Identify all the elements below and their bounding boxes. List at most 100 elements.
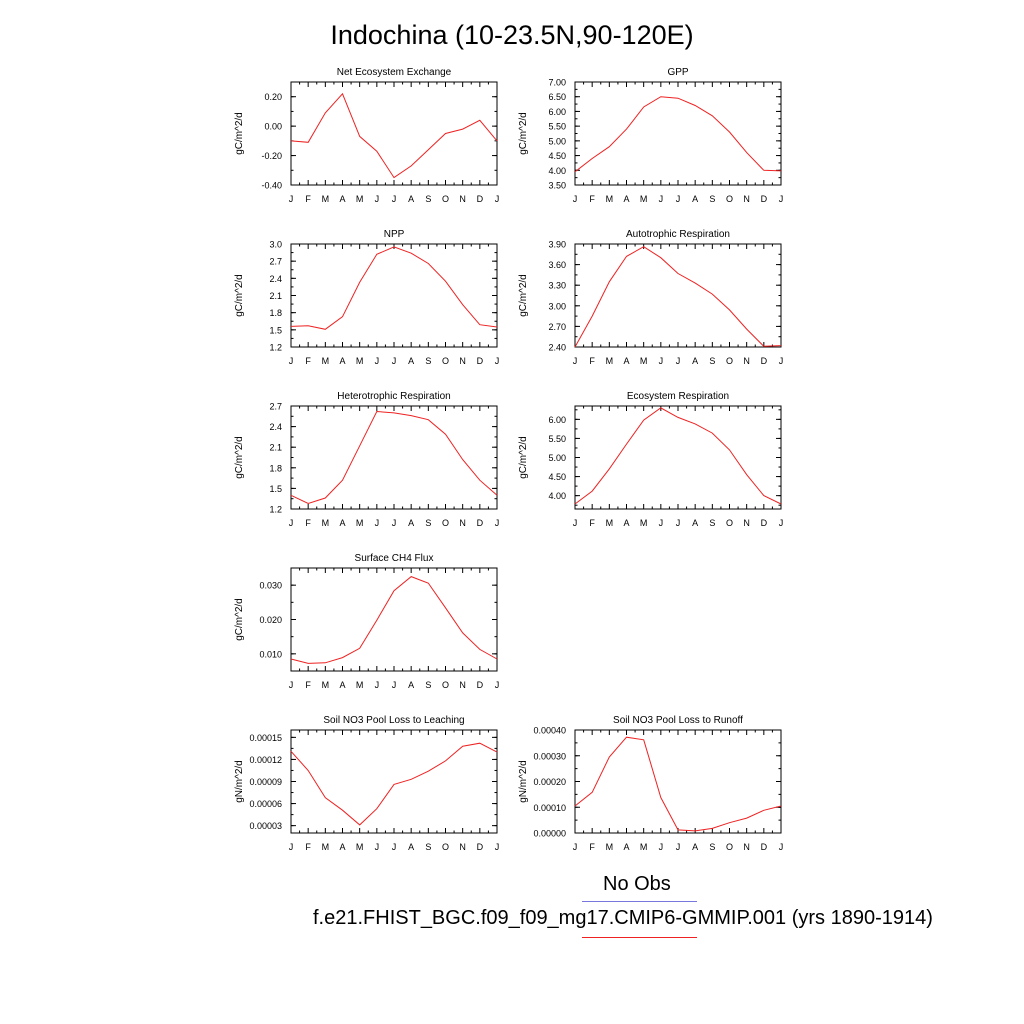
y-tick-label: 2.4 <box>269 422 282 432</box>
x-tick-label: D <box>761 842 768 852</box>
x-tick-label: J <box>375 194 380 204</box>
x-tick-label: A <box>408 518 414 528</box>
y-axis-label: gC/m^2/d <box>518 274 529 317</box>
panel-title: Ecosystem Respiration <box>627 391 729 402</box>
x-tick-label: N <box>743 194 750 204</box>
x-tick-label: J <box>573 842 578 852</box>
y-tick-label: 2.7 <box>269 257 282 267</box>
x-tick-label: J <box>779 518 784 528</box>
x-tick-label: N <box>743 356 750 366</box>
y-tick-label: 4.50 <box>548 151 566 161</box>
x-tick-label: S <box>425 356 431 366</box>
x-tick-label: J <box>573 518 578 528</box>
plot-frame <box>574 243 782 348</box>
x-tick-label: M <box>322 518 330 528</box>
x-tick-label: S <box>709 194 715 204</box>
x-tick-label: M <box>606 518 614 528</box>
y-axis-label: gC/m^2/d <box>518 436 529 479</box>
x-tick-label: A <box>339 842 345 852</box>
y-tick-label: 0.00020 <box>533 777 566 787</box>
x-tick-label: D <box>761 194 768 204</box>
x-tick-label: A <box>623 194 629 204</box>
panel-title: Autotrophic Respiration <box>626 229 730 240</box>
x-tick-label: A <box>623 842 629 852</box>
legend-model-line <box>582 937 697 938</box>
x-tick-label: S <box>709 356 715 366</box>
x-tick-label: A <box>692 518 698 528</box>
y-tick-label: 0.00 <box>264 122 282 132</box>
plot-frame <box>290 243 498 348</box>
y-tick-label: 5.00 <box>548 136 566 146</box>
y-axis-label: gC/m^2/d <box>234 598 245 641</box>
x-tick-label: J <box>289 842 294 852</box>
x-tick-label: M <box>356 356 364 366</box>
y-tick-label: 4.00 <box>548 166 566 176</box>
x-tick-label: D <box>761 518 768 528</box>
x-tick-label: J <box>659 356 664 366</box>
x-tick-label: J <box>676 194 681 204</box>
x-tick-label: N <box>743 842 750 852</box>
x-tick-label: F <box>305 680 311 690</box>
x-tick-label: M <box>640 194 648 204</box>
x-tick-label: M <box>322 194 330 204</box>
panel-title: Soil NO3 Pool Loss to Leaching <box>323 715 464 726</box>
x-tick-label: J <box>289 194 294 204</box>
y-tick-label: 1.8 <box>269 308 282 318</box>
panel-title: GPP <box>667 67 688 78</box>
x-tick-label: A <box>408 680 414 690</box>
x-tick-label: N <box>459 194 466 204</box>
x-tick-label: A <box>408 194 414 204</box>
x-tick-label: J <box>659 842 664 852</box>
x-tick-label: D <box>477 680 484 690</box>
y-tick-label: 3.60 <box>548 260 566 270</box>
x-tick-label: D <box>477 842 484 852</box>
x-tick-label: J <box>495 518 500 528</box>
x-tick-label: S <box>709 842 715 852</box>
x-tick-label: N <box>459 356 466 366</box>
x-tick-label: M <box>356 680 364 690</box>
x-tick-label: J <box>392 842 397 852</box>
x-tick-label: F <box>305 194 311 204</box>
y-tick-label: 2.4 <box>269 274 282 284</box>
panel-title: Heterotrophic Respiration <box>337 391 450 402</box>
y-axis-label: gN/m^2/d <box>518 760 529 803</box>
x-tick-label: F <box>589 356 595 366</box>
plot-frame <box>574 729 782 834</box>
x-tick-label: J <box>659 194 664 204</box>
x-tick-label: F <box>589 842 595 852</box>
y-tick-label: 0.00000 <box>533 829 566 839</box>
x-tick-label: S <box>709 518 715 528</box>
y-tick-label: -0.40 <box>261 181 282 191</box>
panel-title: Net Ecosystem Exchange <box>337 67 452 78</box>
x-tick-label: A <box>339 680 345 690</box>
x-tick-label: A <box>692 356 698 366</box>
y-tick-label: 0.00006 <box>249 799 282 809</box>
y-axis-label: gN/m^2/d <box>234 760 245 803</box>
series-line <box>290 92 498 179</box>
y-tick-label: 0.00030 <box>533 751 566 761</box>
series-line <box>290 410 498 505</box>
y-axis-label: gC/m^2/d <box>234 436 245 479</box>
y-tick-label: -0.20 <box>261 151 282 161</box>
x-tick-label: F <box>305 842 311 852</box>
y-tick-label: 3.30 <box>548 281 566 291</box>
x-tick-label: J <box>392 518 397 528</box>
x-tick-label: O <box>442 842 449 852</box>
x-tick-label: J <box>779 842 784 852</box>
x-tick-label: S <box>425 518 431 528</box>
y-tick-label: 1.5 <box>269 484 282 494</box>
x-tick-label: J <box>659 518 664 528</box>
x-tick-label: O <box>442 194 449 204</box>
x-tick-label: M <box>640 842 648 852</box>
x-tick-label: M <box>640 356 648 366</box>
y-tick-label: 1.5 <box>269 325 282 335</box>
x-tick-label: F <box>305 518 311 528</box>
x-tick-label: J <box>495 356 500 366</box>
x-tick-label: J <box>289 518 294 528</box>
series-line <box>290 246 498 330</box>
